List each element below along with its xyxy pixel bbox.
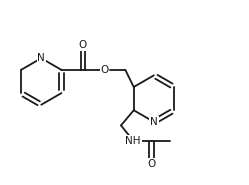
Text: O: O <box>100 65 109 75</box>
Text: N: N <box>37 53 45 63</box>
Text: O: O <box>147 159 156 169</box>
Text: O: O <box>79 40 87 50</box>
Text: N: N <box>150 117 158 127</box>
Text: NH: NH <box>125 136 141 146</box>
